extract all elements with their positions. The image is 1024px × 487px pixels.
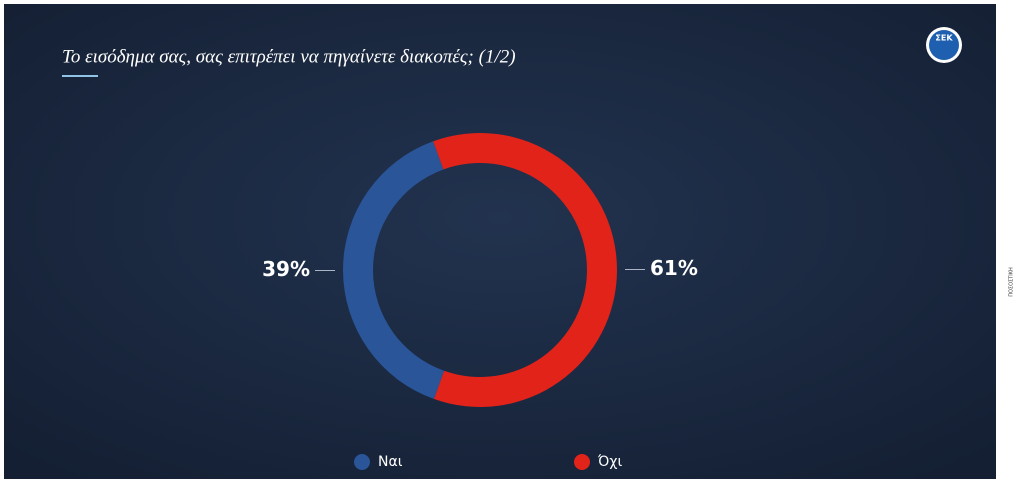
legend-swatch (354, 454, 370, 470)
value-label: 61% (650, 256, 698, 280)
legend-label: Όχι (597, 454, 622, 470)
side-tab-text[interactable]: ΠΟΣΟΣΤΙΚΗ (1009, 267, 1015, 297)
background (4, 4, 996, 479)
donut-segment (343, 141, 445, 400)
donut-segment (433, 132, 618, 407)
side-tab (998, 250, 1024, 330)
logo-inner (929, 30, 959, 60)
legend-label: Ναι (378, 454, 403, 470)
chart-title: Το εισόδημα σας, σας επιτρέπει να πηγαίν… (62, 46, 516, 67)
logo-text: ΣΕΚ (935, 34, 953, 43)
legend-swatch (574, 454, 590, 470)
value-label: 39% (262, 257, 310, 281)
